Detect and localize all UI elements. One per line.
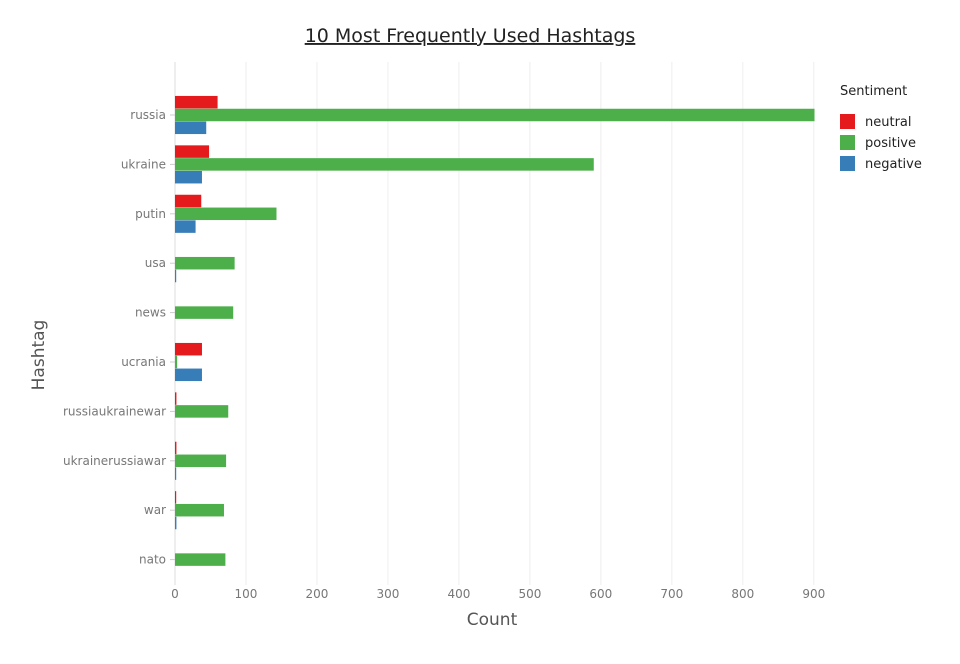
y-tick-label: news	[135, 306, 166, 320]
y-tick-label: putin	[135, 207, 166, 221]
y-tick-label: ukrainerussiawar	[63, 454, 166, 468]
bar-positive[interactable]	[175, 454, 227, 468]
y-tick-label: ukraine	[121, 157, 166, 171]
bar-positive[interactable]	[175, 207, 277, 221]
x-tick-label: 300	[376, 587, 399, 601]
y-tick-label: usa	[145, 256, 166, 270]
x-axis: 0 100 200 300 400 500 600 700 800 900	[171, 587, 825, 601]
bar-positive[interactable]	[175, 306, 234, 319]
bar-neutral[interactable]	[175, 342, 202, 356]
y-axis-title: Hashtag	[29, 320, 49, 391]
x-tick-label: 600	[589, 587, 612, 601]
legend-label-negative: negative	[865, 157, 922, 172]
gridlines	[174, 62, 815, 585]
y-tick-label: war	[144, 503, 166, 517]
x-tick-label: 500	[518, 587, 541, 601]
legend-swatch-neutral	[840, 114, 855, 129]
bar-neutral[interactable]	[175, 194, 202, 208]
bar-negative[interactable]	[175, 121, 207, 135]
legend-swatch-positive	[840, 135, 855, 150]
legend-label-neutral: neutral	[865, 115, 912, 130]
bar-negative[interactable]	[175, 269, 177, 283]
x-tick-label: 800	[731, 587, 754, 601]
bar-positive[interactable]	[175, 108, 815, 122]
bar-positive[interactable]	[175, 158, 594, 171]
legend-title: Sentiment	[840, 84, 907, 99]
x-tick-label: 900	[802, 587, 825, 601]
bar-negative[interactable]	[175, 368, 202, 382]
x-tick-label: 0	[171, 587, 179, 601]
chart-title: 10 Most Frequently Used Hashtags	[305, 25, 636, 47]
bar-negative[interactable]	[175, 516, 177, 530]
legend-label-positive: positive	[865, 136, 916, 151]
x-axis-title: Count	[467, 610, 518, 630]
bar-neutral[interactable]	[175, 491, 177, 504]
bar-positive[interactable]	[175, 553, 226, 566]
bar-neutral[interactable]	[175, 441, 177, 455]
bar-negative[interactable]	[175, 170, 202, 184]
x-tick-label: 200	[306, 587, 329, 601]
bar-positive[interactable]	[175, 256, 235, 270]
y-tick-label: russiaukrainewar	[63, 404, 166, 418]
bar-positive[interactable]	[175, 503, 224, 517]
y-tick-label: nato	[139, 553, 166, 567]
x-tick-label: 700	[660, 587, 683, 601]
bar-positive[interactable]	[175, 405, 229, 418]
bar-negative[interactable]	[175, 467, 177, 480]
bar-neutral[interactable]	[175, 95, 218, 109]
bar-positive[interactable]	[175, 355, 178, 369]
y-tick-label: ucrania	[121, 355, 166, 369]
bar-neutral[interactable]	[175, 145, 210, 158]
bar-negative[interactable]	[175, 220, 196, 233]
x-tick-label: 400	[447, 587, 470, 601]
legend: Sentiment neutral positive negative	[840, 84, 922, 172]
y-tick-label: russia	[130, 108, 166, 122]
bars	[175, 95, 815, 566]
y-axis: russia ukraine putin usa news ucrania russiauk…	[63, 108, 175, 567]
legend-items: neutral positive negative	[840, 114, 922, 172]
x-tick-label: 100	[235, 587, 258, 601]
legend-swatch-negative	[840, 156, 855, 171]
bar-neutral[interactable]	[175, 392, 177, 405]
